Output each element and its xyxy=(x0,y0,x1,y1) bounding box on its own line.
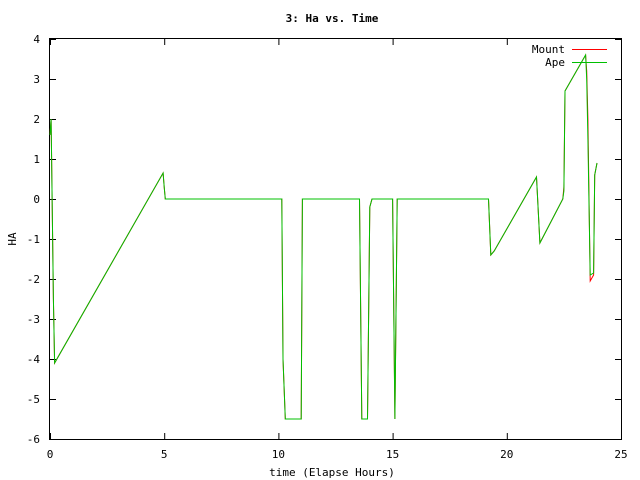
series-line-ape xyxy=(49,53,598,420)
y-tick-label: -1 xyxy=(27,233,40,246)
y-tick-label: 1 xyxy=(33,153,40,166)
y-axis-label: HA xyxy=(6,232,19,246)
y-tick-label: 4 xyxy=(33,33,40,46)
x-tick-label: 5 xyxy=(161,448,168,461)
y-tick-label: -3 xyxy=(27,313,40,326)
x-tick-label: 0 xyxy=(47,448,54,461)
legend-label-ape: Ape xyxy=(545,56,565,69)
y-tick-label: -2 xyxy=(27,273,40,286)
x-axis-label: time (Elapse Hours) xyxy=(269,466,395,479)
y-tick-label: -5 xyxy=(27,393,40,406)
y-tick-label: 3 xyxy=(33,73,40,86)
x-tick-label: 25 xyxy=(614,448,627,461)
x-tick-label: 20 xyxy=(500,448,513,461)
y-axis: -6 -5 -4 -3 -2 -1 0 1 2 3 4 xyxy=(27,33,621,446)
series-line-mount xyxy=(49,53,598,420)
chart-title: 3: Ha vs. Time xyxy=(286,12,379,25)
y-tick-label: 2 xyxy=(33,113,40,126)
x-axis: 0 5 10 15 20 25 xyxy=(47,39,628,461)
y-tick-label: 0 xyxy=(33,193,40,206)
x-tick-label: 10 xyxy=(272,448,285,461)
y-tick-label: -6 xyxy=(27,433,40,446)
y-tick-label: -4 xyxy=(27,353,41,366)
plot-frame xyxy=(49,38,622,440)
series-lines xyxy=(49,53,598,420)
legend-label-mount: Mount xyxy=(532,43,565,56)
x-tick-label: 15 xyxy=(386,448,399,461)
